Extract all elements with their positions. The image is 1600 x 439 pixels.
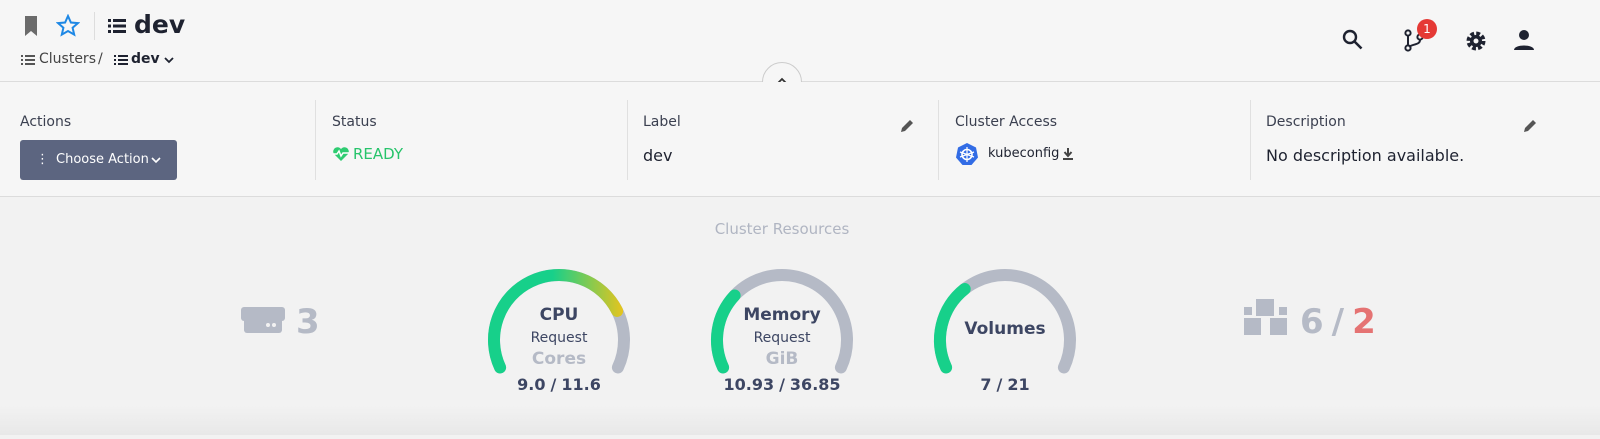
breadcrumb-current[interactable]: dev (131, 51, 160, 67)
pods-icon (1244, 299, 1287, 335)
resources: Cluster Resources 3 6/2 CPU Request Cores 9… (0, 197, 1600, 435)
breadcrumb-separator: / (98, 51, 103, 67)
gauge-fill (711, 289, 741, 374)
gauge-subtitle: Request (754, 330, 811, 346)
footer-shade (0, 405, 1600, 435)
nodes-count: 3 (296, 302, 320, 342)
gauge-total: 36.85 (790, 375, 841, 394)
field-label: Status (332, 114, 377, 130)
gauge-subtitle: Request (531, 330, 588, 346)
page-title: dev (134, 10, 186, 39)
field-label: Description (1266, 114, 1346, 130)
actions-cell: Actions ⋮ Choose Action (0, 82, 315, 182)
field-label: Actions (20, 114, 72, 130)
gauge-title: Memory (743, 305, 820, 325)
gauge-title: CPU (540, 305, 579, 325)
gauge-unit: GiB (766, 349, 799, 369)
list-icon (114, 55, 128, 65)
status-value: READY (353, 145, 404, 163)
gauge-fill (934, 283, 971, 374)
heart-icon (333, 147, 349, 161)
field-label: Cluster Access (955, 114, 1058, 130)
gauge-separator: / (997, 375, 1003, 394)
gauge: Memory Request GiB 10.93 / 36.85 (711, 269, 853, 394)
description-value: No description available. (1266, 146, 1465, 165)
kubeconfig-link[interactable]: kubeconfig (988, 146, 1060, 161)
gauge-unit: Cores (532, 349, 586, 369)
pods-separator: / (1332, 302, 1345, 342)
resources-panel: Cluster Resources 3 6/2 CPURequestCores9… (241, 220, 1376, 394)
pods-running: 6 (1300, 302, 1324, 342)
edit-icon[interactable] (1522, 118, 1538, 134)
bookmark-icon[interactable] (22, 14, 42, 38)
gauge-total: 11.6 (561, 375, 600, 394)
info-bar: Actions ⋮ Choose Action Status READY Labe… (0, 82, 1600, 197)
section-title: Cluster Resources (715, 220, 850, 238)
gauge-total: 21 (1007, 375, 1029, 394)
gauge-separator: / (551, 375, 557, 394)
chevron-down[interactable] (163, 55, 175, 65)
field-label: Label (643, 114, 681, 130)
gauge-used: 10.93 (723, 375, 774, 394)
choose-action-button[interactable]: ⋮ Choose Action (20, 140, 177, 180)
gauge-used: 7 (980, 375, 991, 394)
gauge-value: 9.0 /11.6 (517, 375, 601, 394)
pods-failed: 2 (1352, 302, 1376, 342)
nodes-icon (241, 307, 285, 333)
gauge-fill (488, 269, 624, 374)
search-icon[interactable] (1342, 29, 1364, 51)
header: dev Clusters / dev 1 (0, 0, 1600, 82)
git-icon[interactable] (1402, 28, 1428, 54)
gauge-title: Volumes (964, 319, 1045, 339)
settings-icon[interactable] (1464, 29, 1488, 53)
download-icon[interactable] (1062, 147, 1074, 161)
gauge-used: 9.0 (517, 375, 545, 394)
notification-badge[interactable]: 1 (1417, 19, 1437, 39)
gauge-value: 10.93 / 36.85 (723, 375, 840, 394)
gauge: CPU Request Cores 9.0 /11.6 (488, 269, 630, 394)
button-label: Choose Action (56, 152, 149, 167)
gauge-separator: / (779, 375, 785, 394)
divider (94, 12, 95, 40)
list-icon (108, 19, 126, 33)
star-icon[interactable] (56, 14, 80, 38)
list-icon (21, 55, 35, 65)
gauge: Volumes 7 /21 (934, 269, 1076, 394)
user-icon[interactable] (1513, 29, 1535, 51)
pods-count: 6/2 (1300, 302, 1376, 342)
edit-icon[interactable] (899, 118, 915, 134)
kubernetes-icon (956, 143, 978, 165)
gauge-value: 7 /21 (980, 375, 1029, 394)
breadcrumb-link[interactable]: Clusters (39, 51, 96, 67)
label-value: dev (643, 146, 673, 165)
